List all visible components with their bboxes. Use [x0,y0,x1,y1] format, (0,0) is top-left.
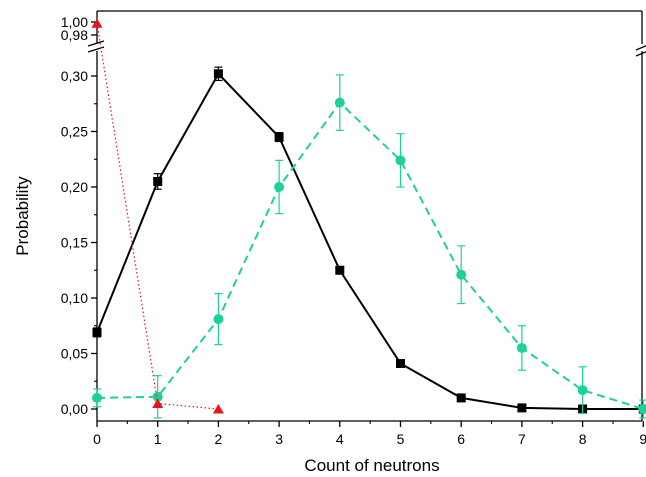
x-tick-label: 3 [275,431,283,447]
data-point-square [274,132,284,142]
series-triangle [91,18,224,414]
data-point-triangle [91,18,103,28]
data-point-circle [213,314,224,325]
axes [87,10,646,427]
x-axis-title: Count of neutrons [304,456,439,475]
x-tick-label: 9 [639,431,646,447]
y-tick-label: 0,20 [61,179,88,195]
data-point-circle [577,385,588,396]
data-point-circle [456,269,467,280]
data-point-square [335,265,345,275]
series-line-triangle [96,23,219,410]
series-circle [92,74,646,419]
data-point-circle [638,404,646,414]
data-point-triangle [152,398,164,408]
data-point-triangle [212,404,224,414]
axis-break-mark-left [87,40,105,53]
y-tick-label: 0,25 [61,124,88,140]
data-point-square [153,176,163,186]
y-tick-label: 0,30 [61,68,88,84]
y-tick-label: 0,05 [61,346,88,362]
x-tick-label: 7 [518,431,526,447]
data-point-square [517,403,527,413]
series-line-square [96,72,644,410]
x-tick-label: 4 [336,431,344,447]
x-tick-label: 8 [579,431,587,447]
axis-break-mark-right [635,45,646,57]
data-point-circle [152,391,163,402]
x-tick-label: 6 [457,431,465,447]
y-tick-label: 0,00 [61,401,88,417]
y-tick-label-upper: 0,98 [61,27,88,43]
x-tick-label: 1 [154,431,162,447]
data-point-circle [395,155,406,166]
series-layer [91,18,646,419]
x-tick-label: 5 [397,431,405,447]
data-point-circle [92,392,102,403]
tick-labels: 0 1 2 3 4 5 6 7 8 9 0,00 0,05 0,10 0,15 0,20 0,25 0,30 0,… [61,14,646,447]
x-tick-label: 0 [93,431,101,447]
x-tick-label: 2 [215,431,223,447]
series-line-circle [96,101,644,410]
data-point-square [456,393,466,403]
series-square [92,66,646,414]
data-point-circle [274,182,285,192]
data-point-circle [516,342,527,353]
data-point-square [92,327,102,337]
y-tick-label: 0,15 [61,235,88,251]
data-point-square [213,69,223,79]
data-point-square [396,358,405,368]
y-tick-label: 0,10 [61,290,88,306]
data-point-circle [334,97,345,108]
y-tick-label-upper: 1,00 [61,14,88,30]
y-axis-title: Probability [13,176,32,256]
